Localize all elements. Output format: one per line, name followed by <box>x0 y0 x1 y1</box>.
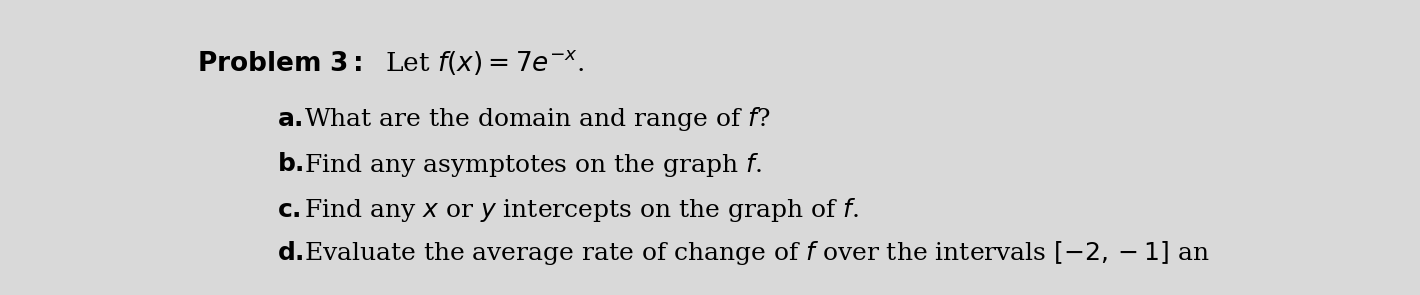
Text: $\mathbf{d.}$: $\mathbf{d.}$ <box>277 242 304 265</box>
Text: What are the domain and range of $f$?: What are the domain and range of $f$? <box>304 105 771 133</box>
Text: $\mathbf{a.}$: $\mathbf{a.}$ <box>277 108 302 131</box>
Text: Evaluate the average rate of change of $f$ over the intervals $[-2, -1]$ an: Evaluate the average rate of change of $… <box>304 240 1210 268</box>
Text: $\mathbf{Problem\ 3:}$  Let $f(x) = 7e^{-x}$.: $\mathbf{Problem\ 3:}$ Let $f(x) = 7e^{-… <box>197 48 585 77</box>
Text: Find any asymptotes on the graph $f$.: Find any asymptotes on the graph $f$. <box>304 151 763 179</box>
Text: Find any $x$ or $y$ intercepts on the graph of $f$.: Find any $x$ or $y$ intercepts on the gr… <box>304 196 859 224</box>
Text: $\mathbf{c.}$: $\mathbf{c.}$ <box>277 199 300 222</box>
Text: $\mathbf{b.}$: $\mathbf{b.}$ <box>277 153 304 176</box>
